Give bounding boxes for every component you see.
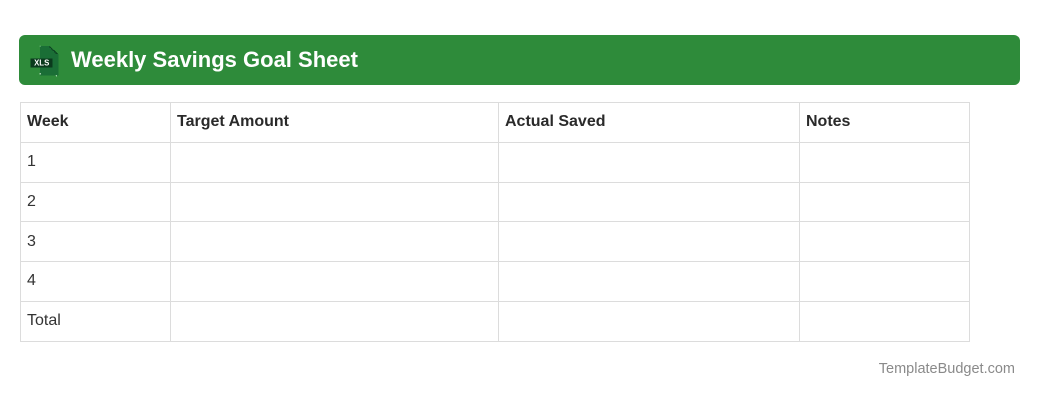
svg-text:XLS: XLS [34,59,49,68]
